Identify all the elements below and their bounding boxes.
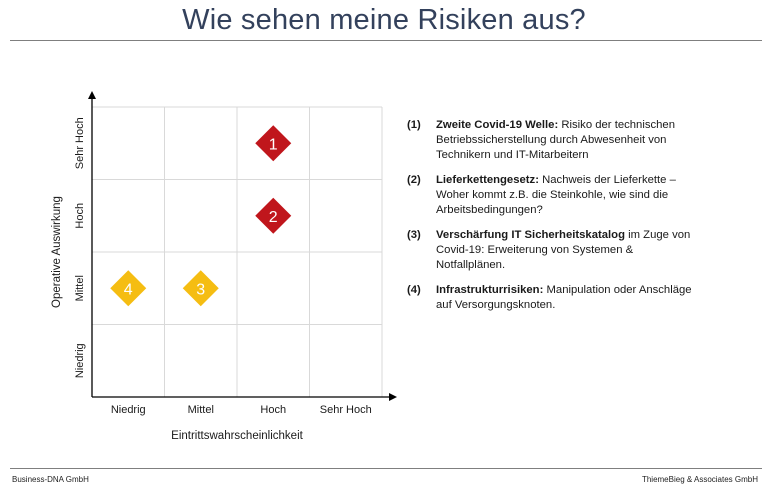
footer-company-left: Business-DNA GmbH	[12, 475, 89, 484]
legend-heading: Infrastrukturrisiken:	[436, 284, 544, 296]
risk-matrix: Niedrig Mittel Hoch Sehr Hoch Niedrig Mittel H…	[51, 91, 397, 442]
legend-heading: Lieferkettengesetz:	[436, 174, 539, 186]
legend-item-4: (4) Infrastrukturrisiken: Manipulation o…	[407, 283, 697, 313]
legend-number: (1)	[407, 119, 421, 131]
y-tick-label: Mittel	[74, 275, 86, 301]
risk-marker-diamond	[110, 270, 147, 307]
risk-marker-diamond	[255, 197, 292, 234]
legend-item-2: (2) Lieferkettengesetz: Nachweis der Lie…	[407, 173, 697, 218]
legend-description: Infrastrukturrisiken: Manipulation oder …	[436, 283, 697, 313]
slide-title: Wie sehen meine Risiken aus?	[182, 4, 586, 36]
legend-text: Nachweis der Lieferkette – Woher kommt z…	[436, 174, 676, 216]
title-divider	[10, 40, 762, 41]
legend-text: Risiko der technischen Betriebssicherste…	[436, 119, 675, 161]
legend-description: Zweite Covid-19 Welle: Risiko der techni…	[436, 118, 697, 163]
footer-divider	[10, 468, 762, 469]
risk-marker-label: 4	[124, 281, 133, 298]
x-tick-label: Hoch	[260, 404, 286, 416]
risk-marker-label: 3	[196, 281, 205, 298]
y-tick-label: Hoch	[74, 203, 86, 229]
legend-number: (3)	[407, 229, 421, 241]
risk-marker-label: 1	[269, 136, 278, 153]
legend-number: (2)	[407, 174, 421, 186]
x-tick-label: Niedrig	[111, 404, 146, 416]
legend-heading: Zweite Covid-19 Welle:	[436, 119, 559, 131]
y-axis-title: Operative Auswirkung	[51, 196, 63, 308]
risk-marker-diamond	[255, 125, 292, 162]
risk-marker-label: 2	[269, 209, 278, 226]
risk-marker-diamond	[182, 270, 219, 307]
legend-number: (4)	[407, 284, 421, 296]
legend-text: Manipulation oder Anschläge auf Versorgu…	[436, 284, 692, 311]
x-tick-label: Mittel	[188, 404, 214, 416]
legend-description: Verschärfung IT Sicherheitskatalog im Zu…	[436, 228, 697, 273]
legend-description: Lieferkettengesetz: Nachweis der Lieferk…	[436, 173, 697, 218]
x-tick-label: Sehr Hoch	[320, 404, 372, 416]
risk-legend: (1) Zweite Covid-19 Welle: Risiko der te…	[407, 118, 697, 323]
y-tick-label: Niedrig	[74, 343, 86, 378]
x-axis-title: Eintrittswahrscheinlichkeit	[171, 430, 303, 442]
legend-item-1: (1) Zweite Covid-19 Welle: Risiko der te…	[407, 118, 697, 163]
legend-text: im Zuge von Covid-19: Erweiterung von Sy…	[436, 229, 691, 271]
legend-item-3: (3) Verschärfung IT Sicherheitskatalog i…	[407, 228, 697, 273]
footer-company-right: ThiemeBieg & Associates GmbH	[641, 475, 758, 484]
legend-heading: Verschärfung IT Sicherheitskatalog	[436, 229, 625, 241]
y-tick-label: Sehr Hoch	[74, 117, 86, 169]
